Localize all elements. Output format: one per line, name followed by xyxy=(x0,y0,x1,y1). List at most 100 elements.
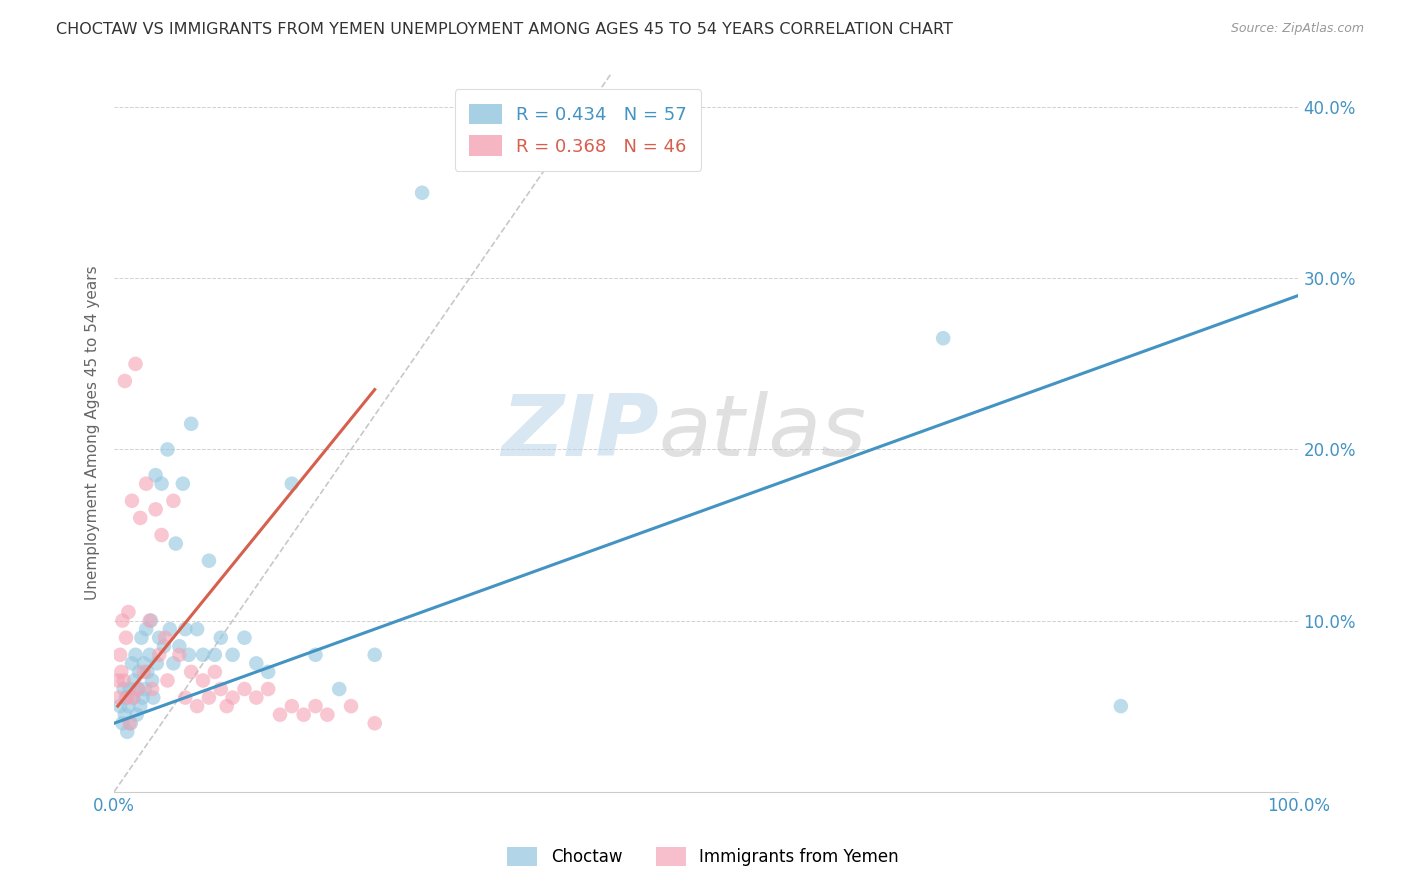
Point xyxy=(156,673,179,688)
Point xyxy=(108,690,131,705)
Point xyxy=(117,605,139,619)
Point xyxy=(281,476,304,491)
Point xyxy=(292,707,315,722)
Point xyxy=(138,648,160,662)
Point xyxy=(124,648,146,662)
Text: CHOCTAW VS IMMIGRANTS FROM YEMEN UNEMPLOYMENT AMONG AGES 45 TO 54 YEARS CORRELAT: CHOCTAW VS IMMIGRANTS FROM YEMEN UNEMPLO… xyxy=(56,22,953,37)
Text: ZIP: ZIP xyxy=(502,391,659,474)
Point xyxy=(257,681,280,696)
Point xyxy=(172,476,194,491)
Point xyxy=(165,536,187,550)
Point xyxy=(132,657,155,671)
Point xyxy=(138,614,160,628)
Point xyxy=(204,648,226,662)
Point xyxy=(115,690,138,705)
Point xyxy=(156,442,179,457)
Point xyxy=(215,699,238,714)
Point xyxy=(153,631,176,645)
Point xyxy=(269,707,291,722)
Point xyxy=(281,699,304,714)
Point xyxy=(136,665,159,679)
Point xyxy=(122,690,145,705)
Point xyxy=(245,690,267,705)
Point xyxy=(115,631,138,645)
Point xyxy=(131,690,153,705)
Point xyxy=(180,417,202,431)
Point xyxy=(135,476,157,491)
Point xyxy=(108,699,131,714)
Point xyxy=(118,716,141,731)
Point xyxy=(129,511,152,525)
Point xyxy=(257,665,280,679)
Point xyxy=(121,493,143,508)
Point xyxy=(139,614,162,628)
Point xyxy=(198,554,221,568)
Point xyxy=(110,665,132,679)
Point xyxy=(198,690,221,705)
Point xyxy=(132,665,155,679)
Point xyxy=(364,648,387,662)
Point xyxy=(124,673,146,688)
Point xyxy=(122,690,145,705)
Point xyxy=(328,681,350,696)
Text: atlas: atlas xyxy=(659,391,868,474)
Point xyxy=(134,681,156,696)
Point xyxy=(180,665,202,679)
Point xyxy=(159,622,181,636)
Point xyxy=(125,707,148,722)
Point xyxy=(1109,699,1132,714)
Point xyxy=(304,648,326,662)
Point xyxy=(114,374,136,388)
Legend: Choctaw, Immigrants from Yemen: Choctaw, Immigrants from Yemen xyxy=(501,840,905,873)
Point xyxy=(135,622,157,636)
Point xyxy=(932,331,955,345)
Point xyxy=(148,648,170,662)
Point xyxy=(112,673,135,688)
Point xyxy=(128,665,150,679)
Point xyxy=(162,657,184,671)
Point xyxy=(221,648,243,662)
Point xyxy=(148,631,170,645)
Text: Source: ZipAtlas.com: Source: ZipAtlas.com xyxy=(1230,22,1364,36)
Point xyxy=(209,681,232,696)
Point xyxy=(204,665,226,679)
Point xyxy=(340,699,363,714)
Point xyxy=(117,699,139,714)
Point xyxy=(145,468,167,483)
Point xyxy=(221,690,243,705)
Point xyxy=(127,681,149,696)
Point xyxy=(162,493,184,508)
Point xyxy=(411,186,433,200)
Point xyxy=(209,631,232,645)
Point xyxy=(129,699,152,714)
Point xyxy=(169,639,191,653)
Point xyxy=(316,707,339,722)
Point xyxy=(112,681,135,696)
Point xyxy=(304,699,326,714)
Point xyxy=(111,716,134,731)
Point xyxy=(115,690,138,705)
Point xyxy=(150,528,173,542)
Legend: R = 0.434   N = 57, R = 0.368   N = 46: R = 0.434 N = 57, R = 0.368 N = 46 xyxy=(454,89,702,170)
Point xyxy=(118,681,141,696)
Y-axis label: Unemployment Among Ages 45 to 54 years: Unemployment Among Ages 45 to 54 years xyxy=(86,265,100,599)
Point xyxy=(150,476,173,491)
Point xyxy=(146,657,169,671)
Point xyxy=(364,716,387,731)
Point xyxy=(169,648,191,662)
Point xyxy=(153,639,176,653)
Point xyxy=(145,502,167,516)
Point xyxy=(141,681,163,696)
Point xyxy=(245,657,267,671)
Point xyxy=(121,657,143,671)
Point xyxy=(127,681,149,696)
Point xyxy=(174,690,197,705)
Point xyxy=(120,716,142,731)
Point xyxy=(111,614,134,628)
Point xyxy=(233,631,256,645)
Point xyxy=(131,631,153,645)
Point xyxy=(107,673,129,688)
Point xyxy=(177,648,200,662)
Point xyxy=(191,648,214,662)
Point xyxy=(114,707,136,722)
